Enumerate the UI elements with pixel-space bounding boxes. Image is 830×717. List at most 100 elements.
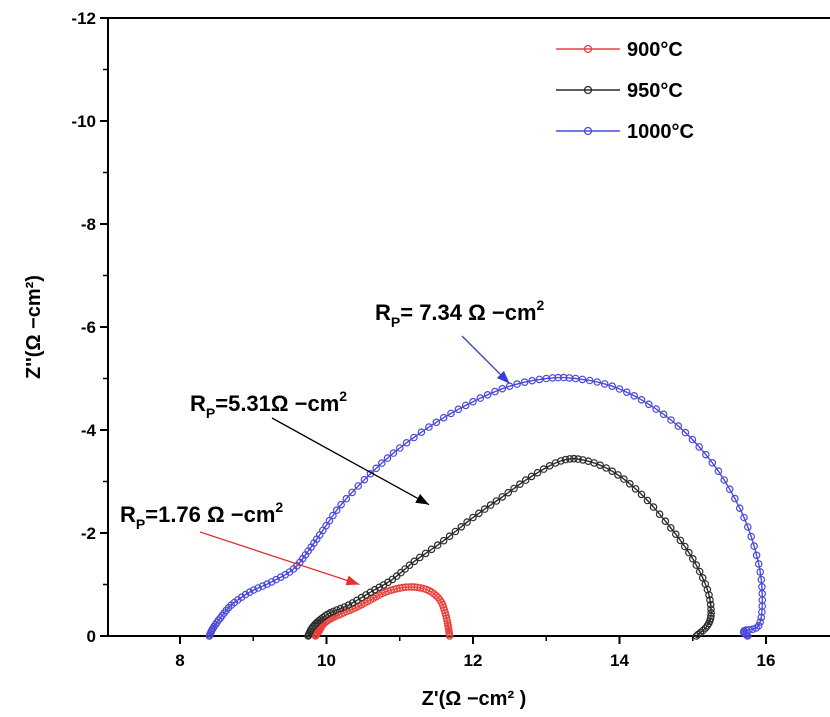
data-point [383,454,392,462]
data-point [758,608,766,616]
data-point [698,573,707,582]
data-point [513,380,521,388]
data-point [631,485,640,493]
data-point [267,578,276,586]
series-950°C [304,454,715,640]
legend-label: 950°C [627,80,683,102]
data-point [692,561,701,569]
data-point [578,375,587,384]
data-point [491,387,499,396]
rp-annotation: RP= 7.34 Ω −cm2 [375,297,545,330]
data-point [241,590,250,599]
data-point [757,575,766,584]
data-point [707,605,715,613]
data-point [344,601,353,609]
x-tick-label: 14 [610,651,629,670]
data-point [706,600,715,609]
data-point [676,536,685,545]
data-point [702,450,710,459]
data-point [608,467,617,476]
data-point [432,418,441,427]
annot-value: =1.76 Ω −cm [145,502,275,527]
x-axis-title: Z'(Ω −cm² ) [422,688,527,710]
data-point [570,454,578,463]
data-point [332,506,341,515]
data-point [615,385,624,393]
data-point [463,518,471,526]
data-point [521,476,530,484]
data-point [432,591,441,600]
data-point [593,378,602,386]
data-point [425,423,433,431]
data-point [469,397,477,406]
data-point [433,541,442,549]
data-point [445,632,454,640]
data-point [667,416,675,424]
data-point [644,400,653,409]
data-point [688,435,697,444]
data-point [725,485,734,494]
y-tick-label: -10 [71,112,96,131]
annot-value: = 7.34 Ω −cm [400,300,536,325]
data-point [421,549,430,558]
y-axis-title: Z''(Ω −cm²) [23,275,45,379]
x-tick-label: 10 [317,651,336,670]
annot-subscript: P [391,314,400,330]
data-point [608,382,617,391]
annot-subscript: P [136,516,145,532]
data-point [559,373,568,382]
data-point [329,607,338,616]
data-point [705,591,713,599]
data-point [249,586,258,594]
data-point [337,500,345,509]
data-point [417,428,426,437]
data-point [685,548,693,557]
data-point [439,413,448,422]
data-point [336,604,345,613]
data-point [332,606,341,614]
data-point [614,471,622,479]
data-point [457,522,466,531]
annot-symbol: R [375,300,391,325]
data-point [706,596,714,604]
data-point [649,503,658,511]
data-point [652,405,661,413]
y-tick-label: -6 [81,318,96,337]
data-point [245,588,254,597]
data-point [498,493,507,501]
data-point [554,373,562,382]
y-tick-label: -8 [81,215,96,234]
data-point [743,631,751,640]
data-point [661,517,670,526]
annot-arrowhead [415,494,430,505]
annot-arrow [199,531,360,586]
annot-value: =5.31Ω −cm [215,391,339,416]
data-point [566,455,574,463]
data-point [427,545,436,554]
data-point [510,484,518,493]
data-point [528,376,536,385]
data-point [596,461,604,470]
data-point [348,488,356,497]
data-point [694,630,702,639]
data-point [520,378,529,387]
data-point [402,438,411,447]
data-point [492,497,501,505]
data-point [602,464,611,472]
data-point [757,613,766,622]
data-point [695,443,704,451]
data-point [548,374,557,382]
data-point [692,632,701,640]
data-point [585,376,594,385]
data-point [680,542,689,551]
data-point [671,530,680,539]
data-point [527,472,536,481]
data-point [743,632,752,640]
axis-ticks: 8 10 12 14 16 0 -2 -4 -6 -8 -10 -12 [71,9,775,670]
data-point [475,509,483,518]
data-point [486,501,495,509]
data-point [415,553,424,562]
data-point [451,527,460,536]
annot-superscript: 2 [275,499,283,515]
legend-marker [583,85,593,95]
